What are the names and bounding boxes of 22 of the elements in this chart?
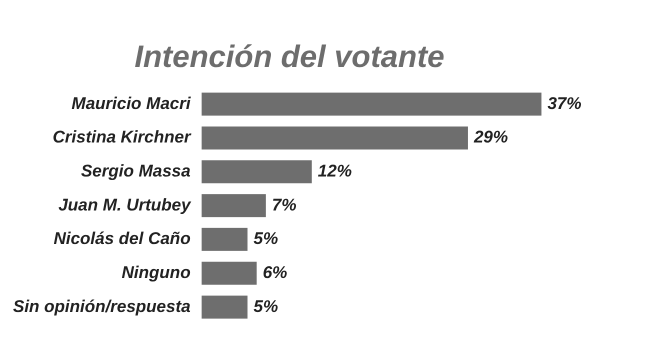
y-tick-label: Sergio Massa [80,161,191,180]
data-label: 12% [318,161,352,180]
chart-title: Intención del votante [134,39,445,74]
data-label: 29% [472,128,508,147]
data-label: 6% [262,262,288,282]
bar [202,126,468,150]
y-tick-label: Sin opinión/respuesta [12,296,191,316]
bar [202,296,248,319]
y-tick-label: Juan M. Urtubey [58,195,192,214]
bar [202,228,248,251]
data-label: 5% [254,296,278,316]
y-tick-label: Ninguno [122,262,191,282]
y-tick-label: Mauricio Macri [72,94,192,113]
bar [202,160,312,184]
y-tick-label: Cristina Kirchner [52,128,192,147]
bar [202,262,257,285]
data-label: 7% [272,195,296,214]
data-label: 5% [254,229,278,248]
y-tick-label: Nicolás del Caño [54,229,191,248]
bar [202,92,542,116]
bar [202,194,266,218]
data-label: 37% [547,94,582,113]
